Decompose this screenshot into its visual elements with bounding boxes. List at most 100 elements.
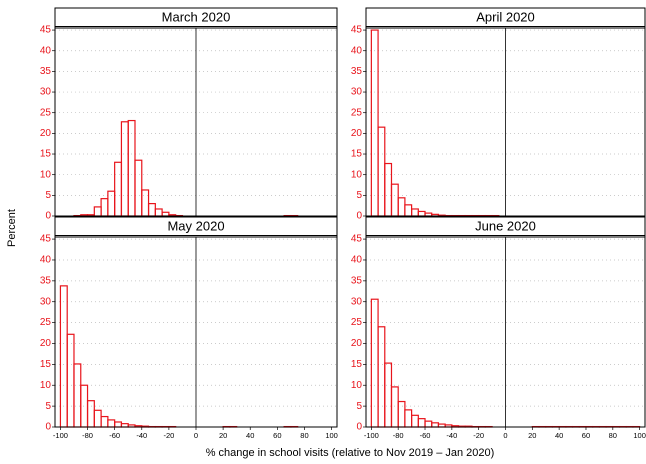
y-tick-label: 45 [351,234,363,245]
x-tick-label: 40 [246,431,254,440]
bar [114,161,123,217]
x-tick-label: 0 [194,431,198,440]
bar [120,423,129,428]
x-tick-label: -20 [163,431,174,440]
bar [377,326,386,428]
bar [100,415,109,428]
y-tick-label: 10 [40,380,52,391]
y-tick-label: 30 [40,296,52,307]
y-tick-label: 30 [351,296,363,307]
panel-title: May 2020 [167,218,224,233]
x-tick-label: -80 [82,431,93,440]
bar [404,204,413,217]
bar [417,418,426,428]
y-tick-label: 40 [40,255,52,266]
y-tick-label: 0 [45,422,51,433]
bar [390,386,399,428]
y-tick-label: 5 [356,401,362,412]
y-tick-label: 35 [40,66,52,77]
bar [100,198,109,217]
y-tick-label: 20 [351,338,363,349]
bar [147,203,156,217]
y-tick-label: 10 [40,169,52,180]
y-axis-label: Percent [6,209,18,247]
y-tick-label: 35 [40,275,52,286]
y-tick-label: 20 [40,128,52,139]
y-tick-label: 30 [40,87,52,98]
x-tick-label: -60 [420,431,431,440]
x-tick-label: 20 [219,431,227,440]
y-tick-label: 35 [351,275,363,286]
bar [384,162,393,217]
bar [114,421,123,428]
y-tick-label: 15 [40,359,52,370]
y-tick-label: 0 [45,211,51,222]
bar [73,363,82,428]
bar [417,210,426,217]
x-tick-label: 0 [503,431,507,440]
bar [134,159,143,217]
bar [424,420,433,428]
bar [397,197,406,217]
bar [377,126,386,217]
bar [120,121,129,217]
bar [384,362,393,428]
plot-frame [54,236,338,428]
y-tick-label: 0 [356,422,362,433]
x-tick-label: -20 [473,431,484,440]
x-tick-label: 80 [300,431,308,440]
y-tick-label: 40 [351,255,363,266]
y-tick-label: 25 [40,107,52,118]
y-tick-label: 15 [40,149,52,160]
x-axis-label: % change in school visits (relative to N… [206,447,495,459]
x-tick-label: 20 [528,431,536,440]
panel-title: March 2020 [162,9,231,24]
bar [141,189,150,217]
bar [66,333,75,428]
x-tick-label: -40 [136,431,147,440]
x-tick-label: -60 [109,431,120,440]
y-tick-label: 25 [40,317,52,328]
y-tick-label: 5 [45,190,51,201]
y-tick-label: 10 [351,380,363,391]
x-tick-label: -80 [393,431,404,440]
x-tick-label: 60 [582,431,590,440]
y-tick-label: 25 [351,107,363,118]
x-tick-label: 60 [273,431,281,440]
bar [86,400,95,428]
y-tick-label: 15 [351,359,363,370]
plot-frame [365,236,646,428]
x-tick-label: -40 [446,431,457,440]
bar [404,409,413,428]
bar [161,211,170,217]
y-tick-label: 20 [351,128,363,139]
y-tick-label: 0 [356,211,362,222]
x-tick-label: 40 [555,431,563,440]
y-tick-label: 5 [45,401,51,412]
y-tick-label: 30 [351,87,363,98]
bar [93,206,102,217]
y-tick-label: 45 [40,25,52,36]
bar [411,414,419,428]
bar [107,419,116,428]
plot-frame [365,27,646,217]
bar [93,409,102,428]
y-tick-label: 5 [356,190,362,201]
x-tick-label: 100 [325,431,338,440]
y-tick-label: 40 [40,45,52,56]
y-tick-label: 20 [40,338,52,349]
y-tick-label: 45 [351,25,363,36]
y-tick-label: 25 [351,317,363,328]
panel-title: June 2020 [475,218,536,233]
x-tick-label: 100 [633,431,646,440]
plot-frame [54,27,338,217]
y-tick-label: 40 [351,45,363,56]
y-tick-label: 15 [351,149,363,160]
x-tick-label: -100 [53,431,68,440]
bar [80,384,89,428]
x-tick-label: 80 [609,431,617,440]
bar [127,119,136,217]
y-tick-label: 10 [351,169,363,180]
x-tick-label: -100 [364,431,379,440]
